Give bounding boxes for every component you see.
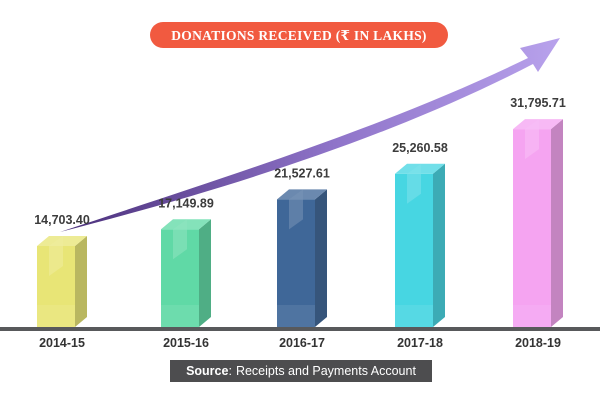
bar-highlight — [173, 219, 187, 260]
source-label: Source — [186, 364, 228, 378]
bar-front-face — [161, 229, 199, 327]
bar-front-face — [513, 129, 551, 327]
value-label: 25,260.58 — [392, 141, 448, 155]
bar-side-face — [199, 219, 211, 327]
bar-2016-17 — [277, 189, 327, 327]
bar-base-glass — [277, 305, 315, 327]
bar-side-face — [75, 236, 87, 327]
x-tick-label: 2015-16 — [163, 336, 209, 350]
bar-2017-18 — [395, 163, 445, 327]
bar-base-glass — [161, 305, 199, 327]
bar-highlight — [289, 189, 303, 230]
bar-base-glass — [37, 305, 75, 327]
x-tick-label: 2014-15 — [39, 336, 85, 350]
source-separator: : — [228, 364, 231, 378]
value-label: 14,703.40 — [34, 213, 90, 227]
bar-base-glass — [513, 305, 551, 327]
chart-title: DONATIONS RECEIVED (₹ IN LAKHS) — [171, 28, 426, 43]
bar-base-glass — [395, 305, 433, 327]
value-labels-layer: 14,703.40 17,149.89 21,527.61 25,260.58 31,7… — [34, 96, 566, 227]
x-axis-ticks: 2014-15 2015-16 2016-17 2017-18 2018-19 — [39, 336, 561, 350]
bar-front-face — [37, 246, 75, 327]
bar-side-face — [551, 119, 563, 328]
value-label: 21,527.61 — [274, 166, 330, 180]
bar-front-face — [277, 199, 315, 327]
bars-layer — [37, 119, 563, 328]
bar-side-face — [315, 189, 327, 327]
bar-2015-16 — [161, 219, 211, 327]
bar-side-face — [433, 163, 445, 327]
x-tick-label: 2017-18 — [397, 336, 443, 350]
x-tick-label: 2016-17 — [279, 336, 325, 350]
bar-2018-19 — [513, 119, 563, 328]
bar-front-face — [395, 173, 433, 327]
value-label: 17,149.89 — [158, 196, 214, 210]
bar-highlight — [525, 119, 539, 160]
value-label: 31,795.71 — [510, 96, 566, 110]
x-tick-label: 2018-19 — [515, 336, 561, 350]
title-badge — [150, 22, 448, 48]
source-text: Receipts and Payments Account — [236, 364, 416, 378]
source-note: Source: Receipts and Payments Account — [186, 364, 416, 378]
bar-2014-15 — [37, 236, 87, 327]
bar-highlight — [407, 163, 421, 204]
source-box — [170, 360, 432, 382]
bar-highlight — [49, 236, 63, 276]
